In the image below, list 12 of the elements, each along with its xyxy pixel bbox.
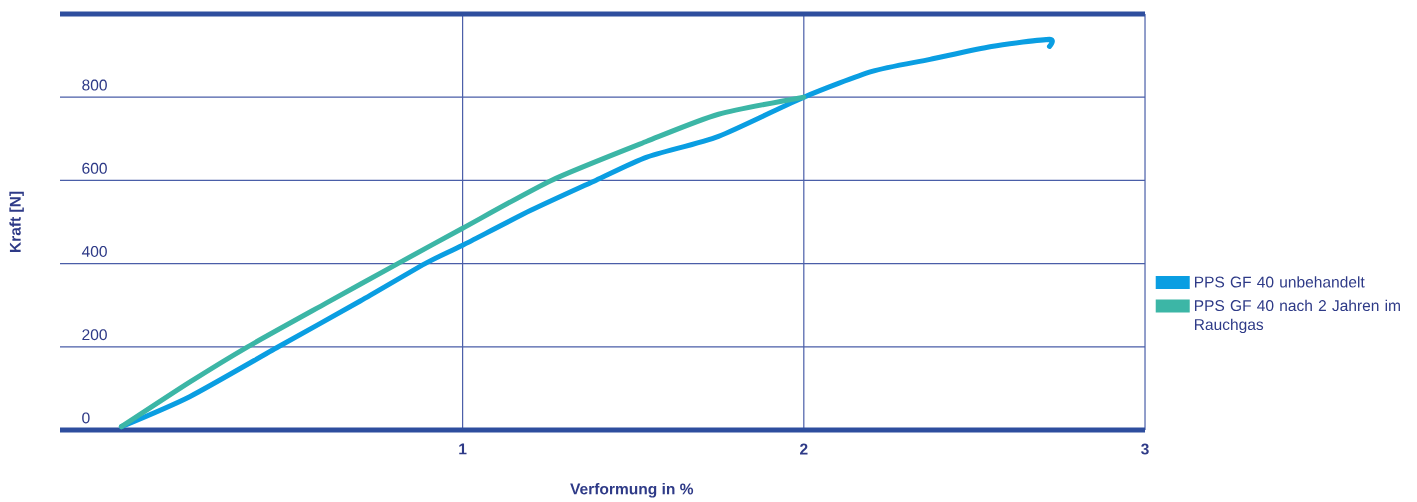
x-tick-label: 1 <box>459 443 467 455</box>
x-axis-title: Verformung in % <box>570 483 694 498</box>
y-tick-label: 0 <box>82 412 90 424</box>
y-tick-label: 800 <box>82 79 107 91</box>
x-tick-label: 3 <box>1141 443 1149 455</box>
y-tick-label: 200 <box>82 329 107 341</box>
x-tick-label: 2 <box>800 443 808 455</box>
legend-label: PPS GF 40 unbehandelt <box>1195 276 1365 288</box>
y-axis-title: Kraft [N] <box>9 191 24 253</box>
legend-label: PPS GF 40 nach 2 Jahren im Rauchgas <box>1195 299 1400 334</box>
y-tick-label: 600 <box>82 162 107 174</box>
y-tick-label: 400 <box>81 246 107 258</box>
